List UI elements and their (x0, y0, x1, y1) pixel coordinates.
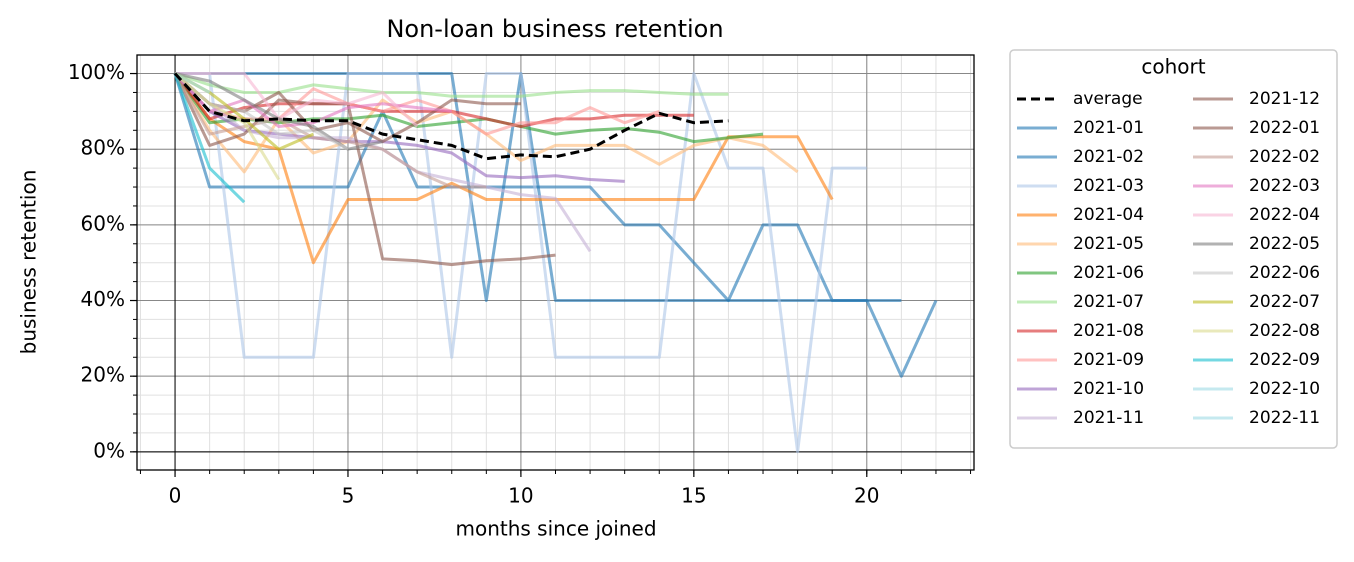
series-line (173, 72, 834, 265)
legend-label: 2021-03 (1073, 176, 1144, 196)
legend-label: average (1073, 89, 1143, 109)
legend-label: 2022-05 (1249, 234, 1320, 254)
series-line (173, 72, 729, 161)
x-tick-label: 15 (681, 484, 706, 508)
legend-label: 2022-06 (1249, 263, 1320, 283)
legend-label: 2021-02 (1073, 147, 1144, 167)
legend-label: 2022-11 (1249, 408, 1320, 428)
x-tick-label: 5 (342, 484, 355, 508)
legend-label: 2022-09 (1249, 350, 1320, 370)
legend-label: 2022-10 (1249, 379, 1320, 399)
legend-label: 2022-01 (1249, 118, 1320, 138)
legend-label: 2021-11 (1073, 408, 1144, 428)
y-tick-label: 60% (81, 211, 125, 235)
legend-label: 2021-09 (1073, 350, 1144, 370)
legend-label: 2021-01 (1073, 118, 1144, 138)
series-line (173, 72, 246, 204)
series-line (173, 73, 938, 378)
legend-title: cohort (1141, 55, 1205, 79)
legend-label: 2022-04 (1249, 205, 1320, 225)
y-tick-label: 80% (81, 136, 125, 160)
series-line (173, 72, 556, 267)
legend-label: 2021-08 (1073, 321, 1144, 341)
legend-label: 2021-06 (1073, 263, 1144, 283)
x-tick-label: 20 (854, 484, 879, 508)
series-line (175, 72, 419, 128)
legend-label: 2022-02 (1249, 147, 1320, 167)
legend-label: 2022-03 (1249, 176, 1320, 196)
plot-frame (136, 54, 975, 471)
chart-title: Non-loan business retention (386, 15, 723, 43)
series-line (174, 72, 729, 98)
legend-label: 2021-05 (1073, 234, 1144, 254)
legend-label: 2021-12 (1249, 89, 1320, 109)
y-tick-label: 40% (81, 287, 125, 311)
y-axis-label: business retention (17, 170, 41, 355)
x-tick-label: 0 (169, 484, 182, 508)
legend-label: 2022-07 (1249, 292, 1320, 312)
y-tick-label: 20% (81, 363, 125, 387)
legend-label: 2021-04 (1073, 205, 1144, 225)
y-tick-label: 100% (68, 60, 125, 84)
series-line (174, 72, 211, 94)
series-line (174, 72, 281, 181)
legend-label: 2022-08 (1249, 321, 1320, 341)
y-tick-label: 0% (93, 438, 125, 462)
legend-box (1009, 49, 1338, 449)
x-tick-label: 10 (508, 484, 533, 508)
series-line (175, 72, 867, 454)
legend-label: 2021-07 (1073, 292, 1144, 312)
x-axis-label: months since joined (455, 517, 656, 541)
legend-label: 2021-10 (1073, 379, 1144, 399)
